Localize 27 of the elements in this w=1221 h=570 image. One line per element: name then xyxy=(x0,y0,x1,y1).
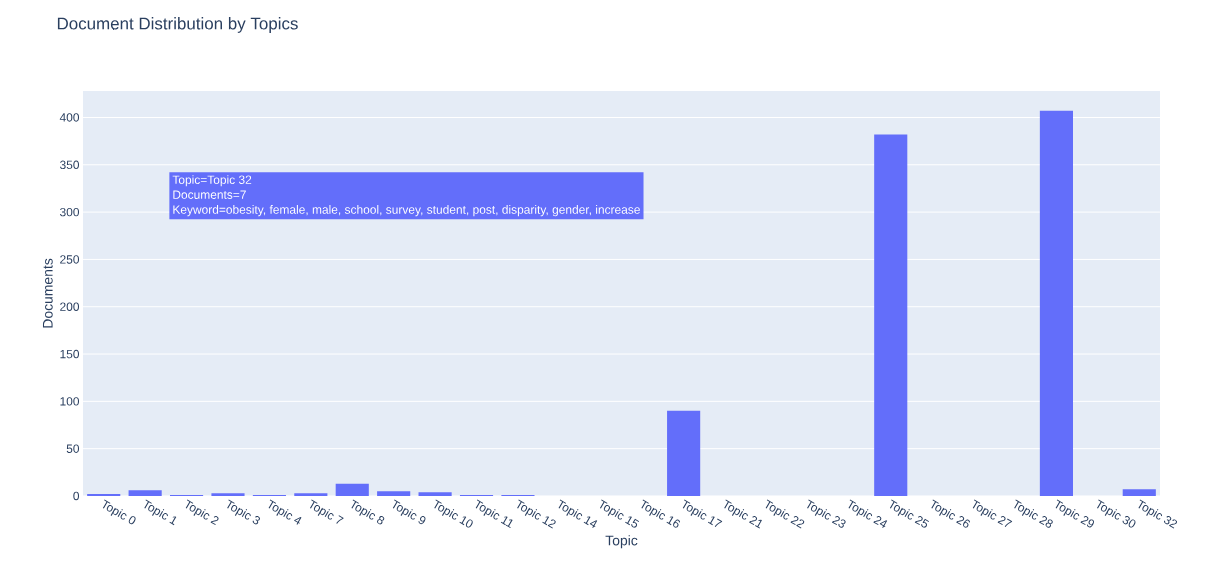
bar xyxy=(294,493,328,496)
annotation: Topic=Topic 32 xyxy=(172,175,252,187)
chart-title: Document Distribution by Topics xyxy=(57,17,298,33)
y-tick-label: 300 xyxy=(60,207,80,217)
y-tick-label: 350 xyxy=(60,160,80,170)
y-tick-label: 400 xyxy=(59,113,80,122)
y-tick-label: 200 xyxy=(60,302,80,311)
y-tick-label: 100 xyxy=(60,397,80,406)
x-axis-title: Topic xyxy=(605,535,638,549)
x-tick-label: Topic 21 xyxy=(724,499,762,529)
bar xyxy=(128,490,162,496)
y-tick-label: 250 xyxy=(60,255,80,264)
annotation: Keyword=obesity, female, male, school, survey, student, post, disparity, gender, increase xyxy=(173,205,640,217)
bar xyxy=(377,491,411,496)
bar xyxy=(1122,489,1156,496)
y-axis-title: Documents xyxy=(42,258,53,328)
y-tick-label: 50 xyxy=(66,444,80,453)
bar xyxy=(211,493,245,496)
bar xyxy=(874,134,908,496)
x-tick-label: Topic 10 xyxy=(434,499,473,528)
bar xyxy=(1039,110,1073,496)
bar xyxy=(335,483,369,496)
bar xyxy=(667,410,701,496)
y-tick-label: 150 xyxy=(60,349,80,359)
bar xyxy=(418,492,452,496)
annotation: Documents=7 xyxy=(173,190,246,199)
y-tick-label: 0 xyxy=(73,491,80,501)
